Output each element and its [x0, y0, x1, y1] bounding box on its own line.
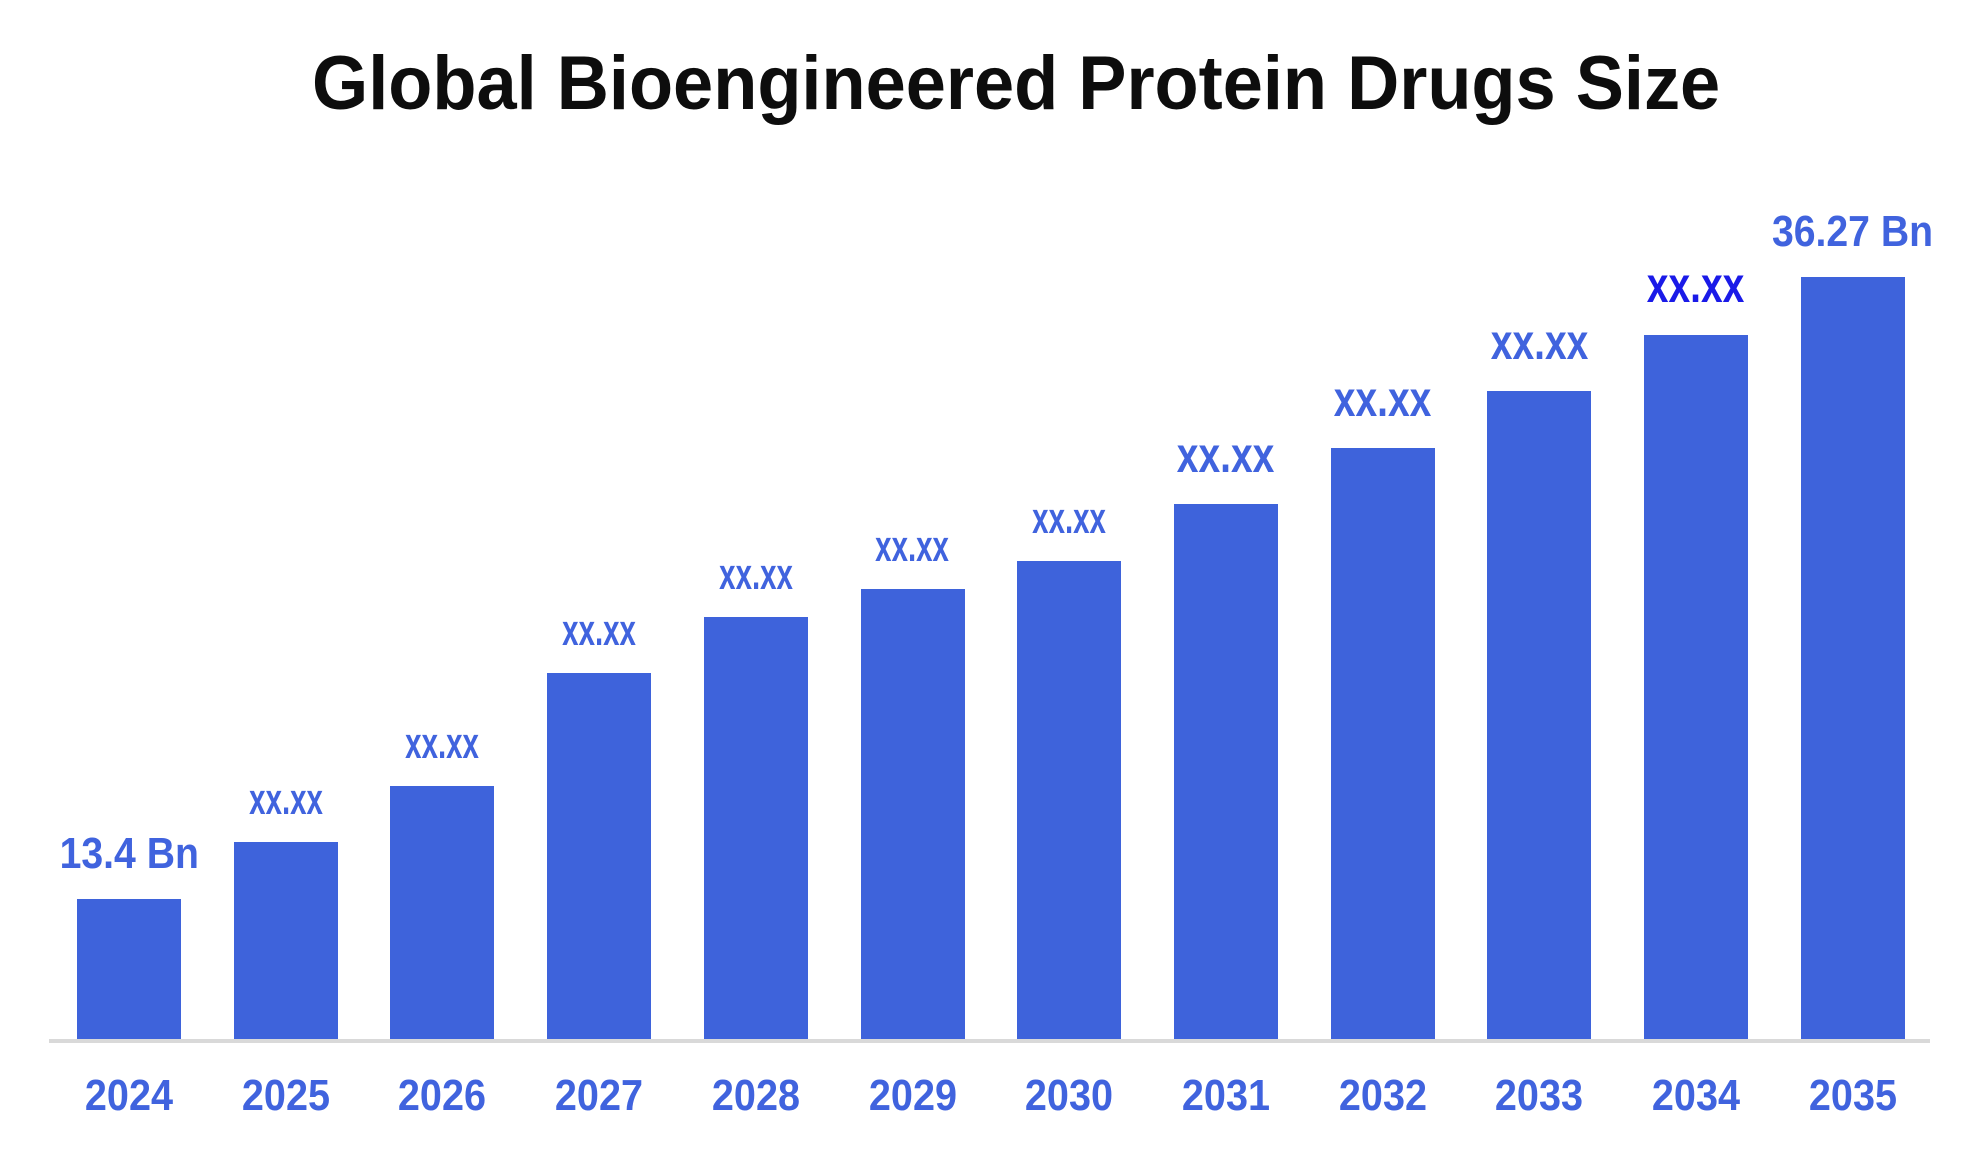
bar-2024: [77, 899, 181, 1039]
bar-value-label: xx.xx: [312, 722, 572, 766]
x-axis-label-text: 2026: [398, 1071, 487, 1120]
bar-value-label: xx.xx: [469, 609, 729, 653]
page-title: Global Bioengineered Protein Drugs Size: [26, 46, 1980, 122]
x-axis-line: [49, 1039, 1930, 1043]
bar-value-text: xx.xx: [1177, 427, 1275, 483]
x-axis-label-text: 2028: [711, 1071, 800, 1120]
x-axis-label-2024: 2024: [29, 1074, 229, 1118]
x-axis-label-2029: 2029: [813, 1074, 1013, 1118]
x-axis-label-text: 2033: [1495, 1071, 1584, 1120]
bar-value-text: xx.xx: [718, 550, 793, 599]
x-axis-label-text: 2034: [1651, 1071, 1741, 1120]
bar-value-label: xx.xx: [1409, 317, 1669, 367]
bar-value-text: xx.xx: [1647, 257, 1745, 313]
bar-2031: [1173, 504, 1278, 1039]
x-axis-label-text: 2030: [1025, 1071, 1114, 1120]
x-axis-label-2030: 2030: [969, 1074, 1169, 1118]
bar-2035: [1800, 277, 1905, 1039]
bar-value-text: xx.xx: [1333, 371, 1432, 427]
x-axis-label-text: 2035: [1808, 1071, 1897, 1120]
chart-title: Global Bioengineered Protein Drugs Size: [311, 41, 1721, 126]
bar-2025: [233, 842, 338, 1039]
bar-value-text: xx.xx: [405, 719, 480, 768]
bar-2026: [390, 786, 495, 1039]
bar-value-label: xx.xx: [1253, 374, 1513, 424]
x-axis-label-2026: 2026: [342, 1074, 542, 1118]
bar-2032: [1330, 448, 1435, 1039]
bar-value-text: xx.xx: [562, 606, 636, 655]
bar-value-text: xx.xx: [248, 775, 323, 824]
x-axis-label-2028: 2028: [656, 1074, 856, 1118]
bar-2029: [860, 589, 965, 1039]
bar-2030: [1017, 561, 1122, 1039]
bar-2034: [1644, 335, 1748, 1039]
x-axis-label-text: 2032: [1338, 1071, 1427, 1120]
bar-2027: [547, 673, 652, 1039]
bar-value-text: 36.27 Bn: [1772, 207, 1934, 256]
bar-value-label: xx.xx: [783, 525, 1043, 569]
bar-value-label: xx.xx: [626, 553, 886, 597]
x-axis-label-2025: 2025: [186, 1074, 386, 1118]
bar-value-text: xx.xx: [1490, 314, 1589, 370]
bar-value-text: xx.xx: [1032, 494, 1107, 543]
x-axis-label-2034: 2034: [1596, 1074, 1796, 1118]
bar-2033: [1487, 391, 1592, 1039]
bar-value-label: 36.27 Bn: [1723, 210, 1980, 254]
x-axis-label-2033: 2033: [1439, 1074, 1639, 1118]
bar-2028: [703, 617, 808, 1039]
x-axis-label-text: 2027: [555, 1071, 644, 1120]
bar-value-text: xx.xx: [875, 522, 950, 571]
bar-value-label: xx.xx: [1566, 260, 1826, 310]
bar-value-label: xx.xx: [939, 497, 1199, 541]
bar-value-text: 13.4 Bn: [59, 829, 199, 878]
x-axis-label-text: 2029: [868, 1071, 957, 1120]
bar-value-label: 13.4 Bn: [0, 832, 259, 876]
x-axis-label-2032: 2032: [1283, 1074, 1483, 1118]
x-axis-label-2031: 2031: [1126, 1074, 1326, 1118]
x-axis-label-2035: 2035: [1753, 1074, 1953, 1118]
x-axis-label-text: 2024: [84, 1071, 174, 1120]
x-axis-label-text: 2025: [241, 1071, 330, 1120]
x-axis-label-text: 2031: [1181, 1071, 1270, 1120]
x-axis-label-2027: 2027: [499, 1074, 699, 1118]
bar-value-label: xx.xx: [156, 778, 416, 822]
bar-value-label: xx.xx: [1096, 430, 1356, 480]
